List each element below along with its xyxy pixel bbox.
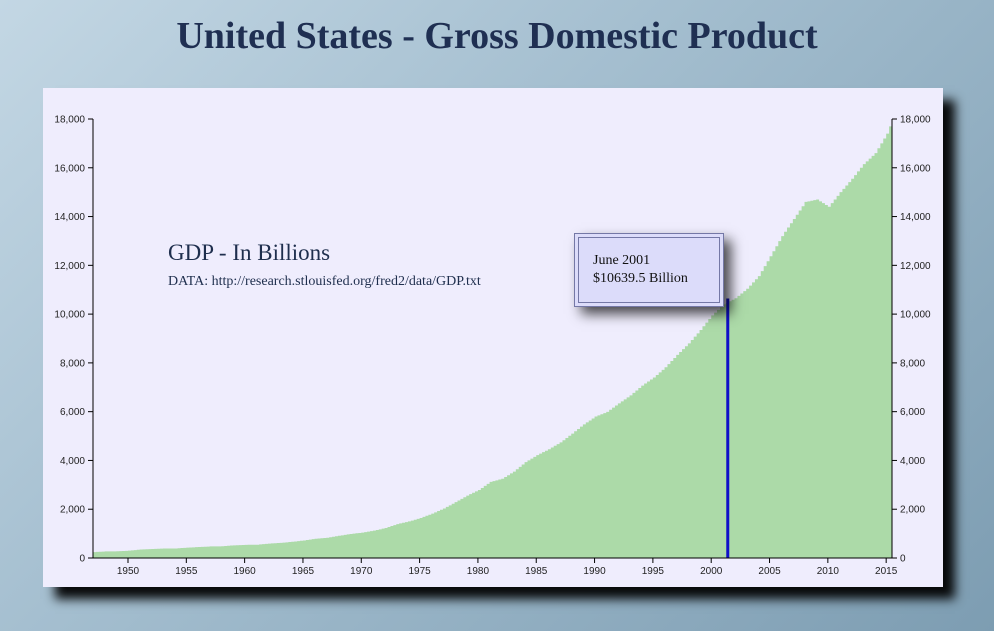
tooltip-value: $10639.5 Billion	[593, 271, 688, 286]
x-tick-label: 2015	[875, 566, 898, 577]
axis-layer: 0 0 2,000 2,000 4,000 4,000 6,000 6,000 8,000 8,0…	[54, 115, 931, 578]
x-tick-label: 1975	[408, 566, 431, 577]
right-y-tick-label: 14,000	[900, 212, 931, 223]
x-tick-label: 1955	[175, 566, 198, 577]
left-y-tick-label: 8,000	[60, 358, 85, 369]
left-y-tick-label: 4,000	[60, 456, 85, 467]
x-tick-label: 1970	[350, 566, 373, 577]
left-y-tick-label: 6,000	[60, 407, 85, 418]
right-y-tick-label: 18,000	[900, 115, 931, 126]
tooltip: June 2001 $10639.5 Billion	[574, 233, 724, 307]
left-y-tick-label: 16,000	[54, 163, 85, 174]
tooltip-inner: June 2001 $10639.5 Billion	[578, 237, 720, 303]
page-title: United States - Gross Domestic Product	[176, 15, 818, 57]
chart-panel: 0 0 2,000 2,000 4,000 4,000 6,000 6,000 8,000 8,0…	[43, 88, 943, 587]
right-y-tick-label: 16,000	[900, 163, 931, 174]
left-y-tick-label: 10,000	[54, 310, 85, 321]
left-y-tick-label: 12,000	[54, 261, 85, 272]
area-layer	[93, 126, 892, 559]
right-y-tick-label: 2,000	[900, 505, 925, 516]
x-tick-label: 2000	[700, 566, 723, 577]
right-y-tick-label: 12,000	[900, 261, 931, 272]
right-y-tick-label: 0	[900, 554, 906, 565]
x-tick-label: 2005	[758, 566, 781, 577]
gdp-chart[interactable]: 0 0 2,000 2,000 4,000 4,000 6,000 6,000 8,000 8,0…	[43, 88, 943, 587]
x-tick-label: 1995	[642, 566, 665, 577]
x-tick-label: 1990	[583, 566, 606, 577]
x-tick-label: 1965	[292, 566, 315, 577]
right-y-tick-label: 4,000	[900, 456, 925, 467]
x-tick-label: 2010	[817, 566, 840, 577]
right-y-tick-label: 6,000	[900, 407, 925, 418]
x-tick-label: 1960	[234, 566, 257, 577]
tooltip-date: June 2001	[593, 253, 651, 268]
x-tick-label: 1980	[467, 566, 490, 577]
left-y-tick-label: 0	[79, 554, 85, 565]
right-y-tick-label: 8,000	[900, 358, 925, 369]
right-y-tick-label: 10,000	[900, 310, 931, 321]
x-tick-label: 1985	[525, 566, 548, 577]
left-y-tick-label: 14,000	[54, 212, 85, 223]
left-y-tick-label: 2,000	[60, 505, 85, 516]
gdp-area-series	[93, 126, 892, 559]
chart-source: DATA: http://research.stlouisfed.org/fre…	[168, 274, 481, 289]
left-y-tick-label: 18,000	[54, 115, 85, 126]
x-tick-label: 1950	[117, 566, 140, 577]
chart-heading: GDP - In Billions	[168, 240, 331, 265]
